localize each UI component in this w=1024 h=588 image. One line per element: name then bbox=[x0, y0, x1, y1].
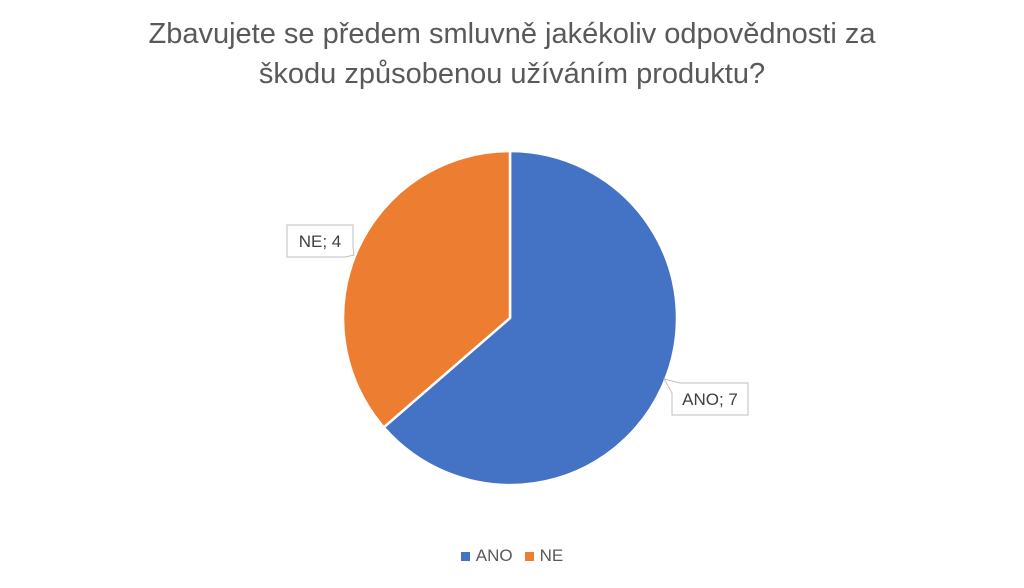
pie-slice-ano bbox=[382, 149, 679, 487]
legend-item-ne: NE bbox=[524, 546, 564, 566]
legend-swatch-ne bbox=[524, 551, 534, 561]
data-label-box bbox=[663, 378, 749, 416]
legend-swatch-ano bbox=[460, 551, 470, 561]
chart-title: Zbavujete se předem smluvně jakékoliv od… bbox=[0, 14, 1024, 94]
data-label-box bbox=[286, 224, 355, 258]
chart-title-line-2: škodu způsobenou užíváním produktu? bbox=[258, 58, 766, 90]
legend: ANO NE bbox=[0, 546, 1024, 566]
data-label-ne: NE; 4 bbox=[286, 224, 355, 258]
data-label-ano: ANO; 7 bbox=[663, 378, 749, 416]
pie-slice-ne bbox=[341, 149, 512, 429]
legend-label-ano: ANO bbox=[475, 546, 513, 565]
legend-item-ano: ANO bbox=[460, 546, 513, 566]
data-label-text: NE; 4 bbox=[299, 232, 342, 251]
legend-label-ne: NE bbox=[539, 546, 564, 565]
chart-title-line-1: Zbavujete se předem smluvně jakékoliv od… bbox=[148, 18, 876, 50]
data-label-text: ANO; 7 bbox=[682, 390, 738, 409]
